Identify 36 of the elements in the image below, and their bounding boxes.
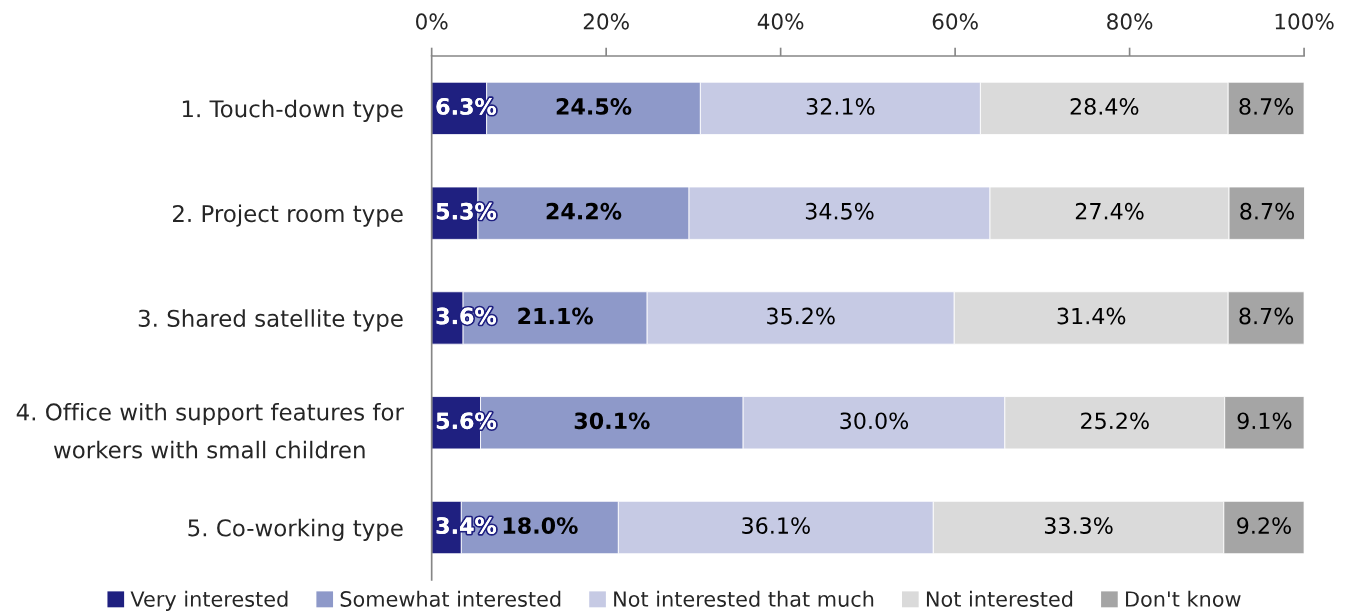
x-tick-label: 80% <box>1107 13 1153 30</box>
legend-label: Not interested <box>926 590 1073 607</box>
y-tick-label: 2. Project room type <box>173 204 403 227</box>
legend-label: Very interested <box>130 590 288 611</box>
x-tick-label: 100% <box>1275 13 1334 30</box>
data-label: 18.0% <box>503 517 578 534</box>
data-label: 36.1% <box>742 517 810 534</box>
y-tick-label: 1. Touch-down type <box>182 99 403 122</box>
data-label: 30.0% <box>840 412 909 430</box>
data-label: 28.4% <box>1070 98 1139 115</box>
legend-label: Somewhat interested <box>340 590 561 607</box>
data-label: 30.1% <box>574 412 650 430</box>
data-label: 35.2% <box>767 307 835 325</box>
data-label: 8.7% <box>1240 202 1294 220</box>
x-tick-label: 60% <box>932 13 978 30</box>
data-label: 27.4% <box>1075 202 1144 220</box>
data-label: 8.7% <box>1239 98 1294 115</box>
y-tick-label: 3. Shared satellite type <box>138 309 403 332</box>
data-label: 25.2% <box>1081 412 1149 430</box>
data-label: 9.2% <box>1237 517 1291 534</box>
y-tick-label: 4. Office with support features for workers with small children <box>16 402 404 459</box>
data-label: 24.2% <box>546 202 622 220</box>
x-tick-label: 0% <box>416 13 448 30</box>
y-tick-label: 5. Co-working type <box>188 518 403 541</box>
data-label: 21.1% <box>518 307 593 325</box>
data-label: 9.1% <box>1237 412 1292 430</box>
data-label: 32.1% <box>806 98 875 115</box>
data-label: 31.4% <box>1057 307 1126 325</box>
x-tick-label: 20% <box>583 13 629 30</box>
data-label: 33.3% <box>1044 517 1113 534</box>
data-label: 8.7% <box>1239 307 1294 325</box>
data-label: 34.5% <box>805 202 874 220</box>
x-tick-label: 40% <box>757 13 804 30</box>
legend-label: Don't know <box>1126 590 1241 607</box>
legend-label: Not interested that much <box>614 590 874 607</box>
data-label: 24.5% <box>556 98 632 115</box>
